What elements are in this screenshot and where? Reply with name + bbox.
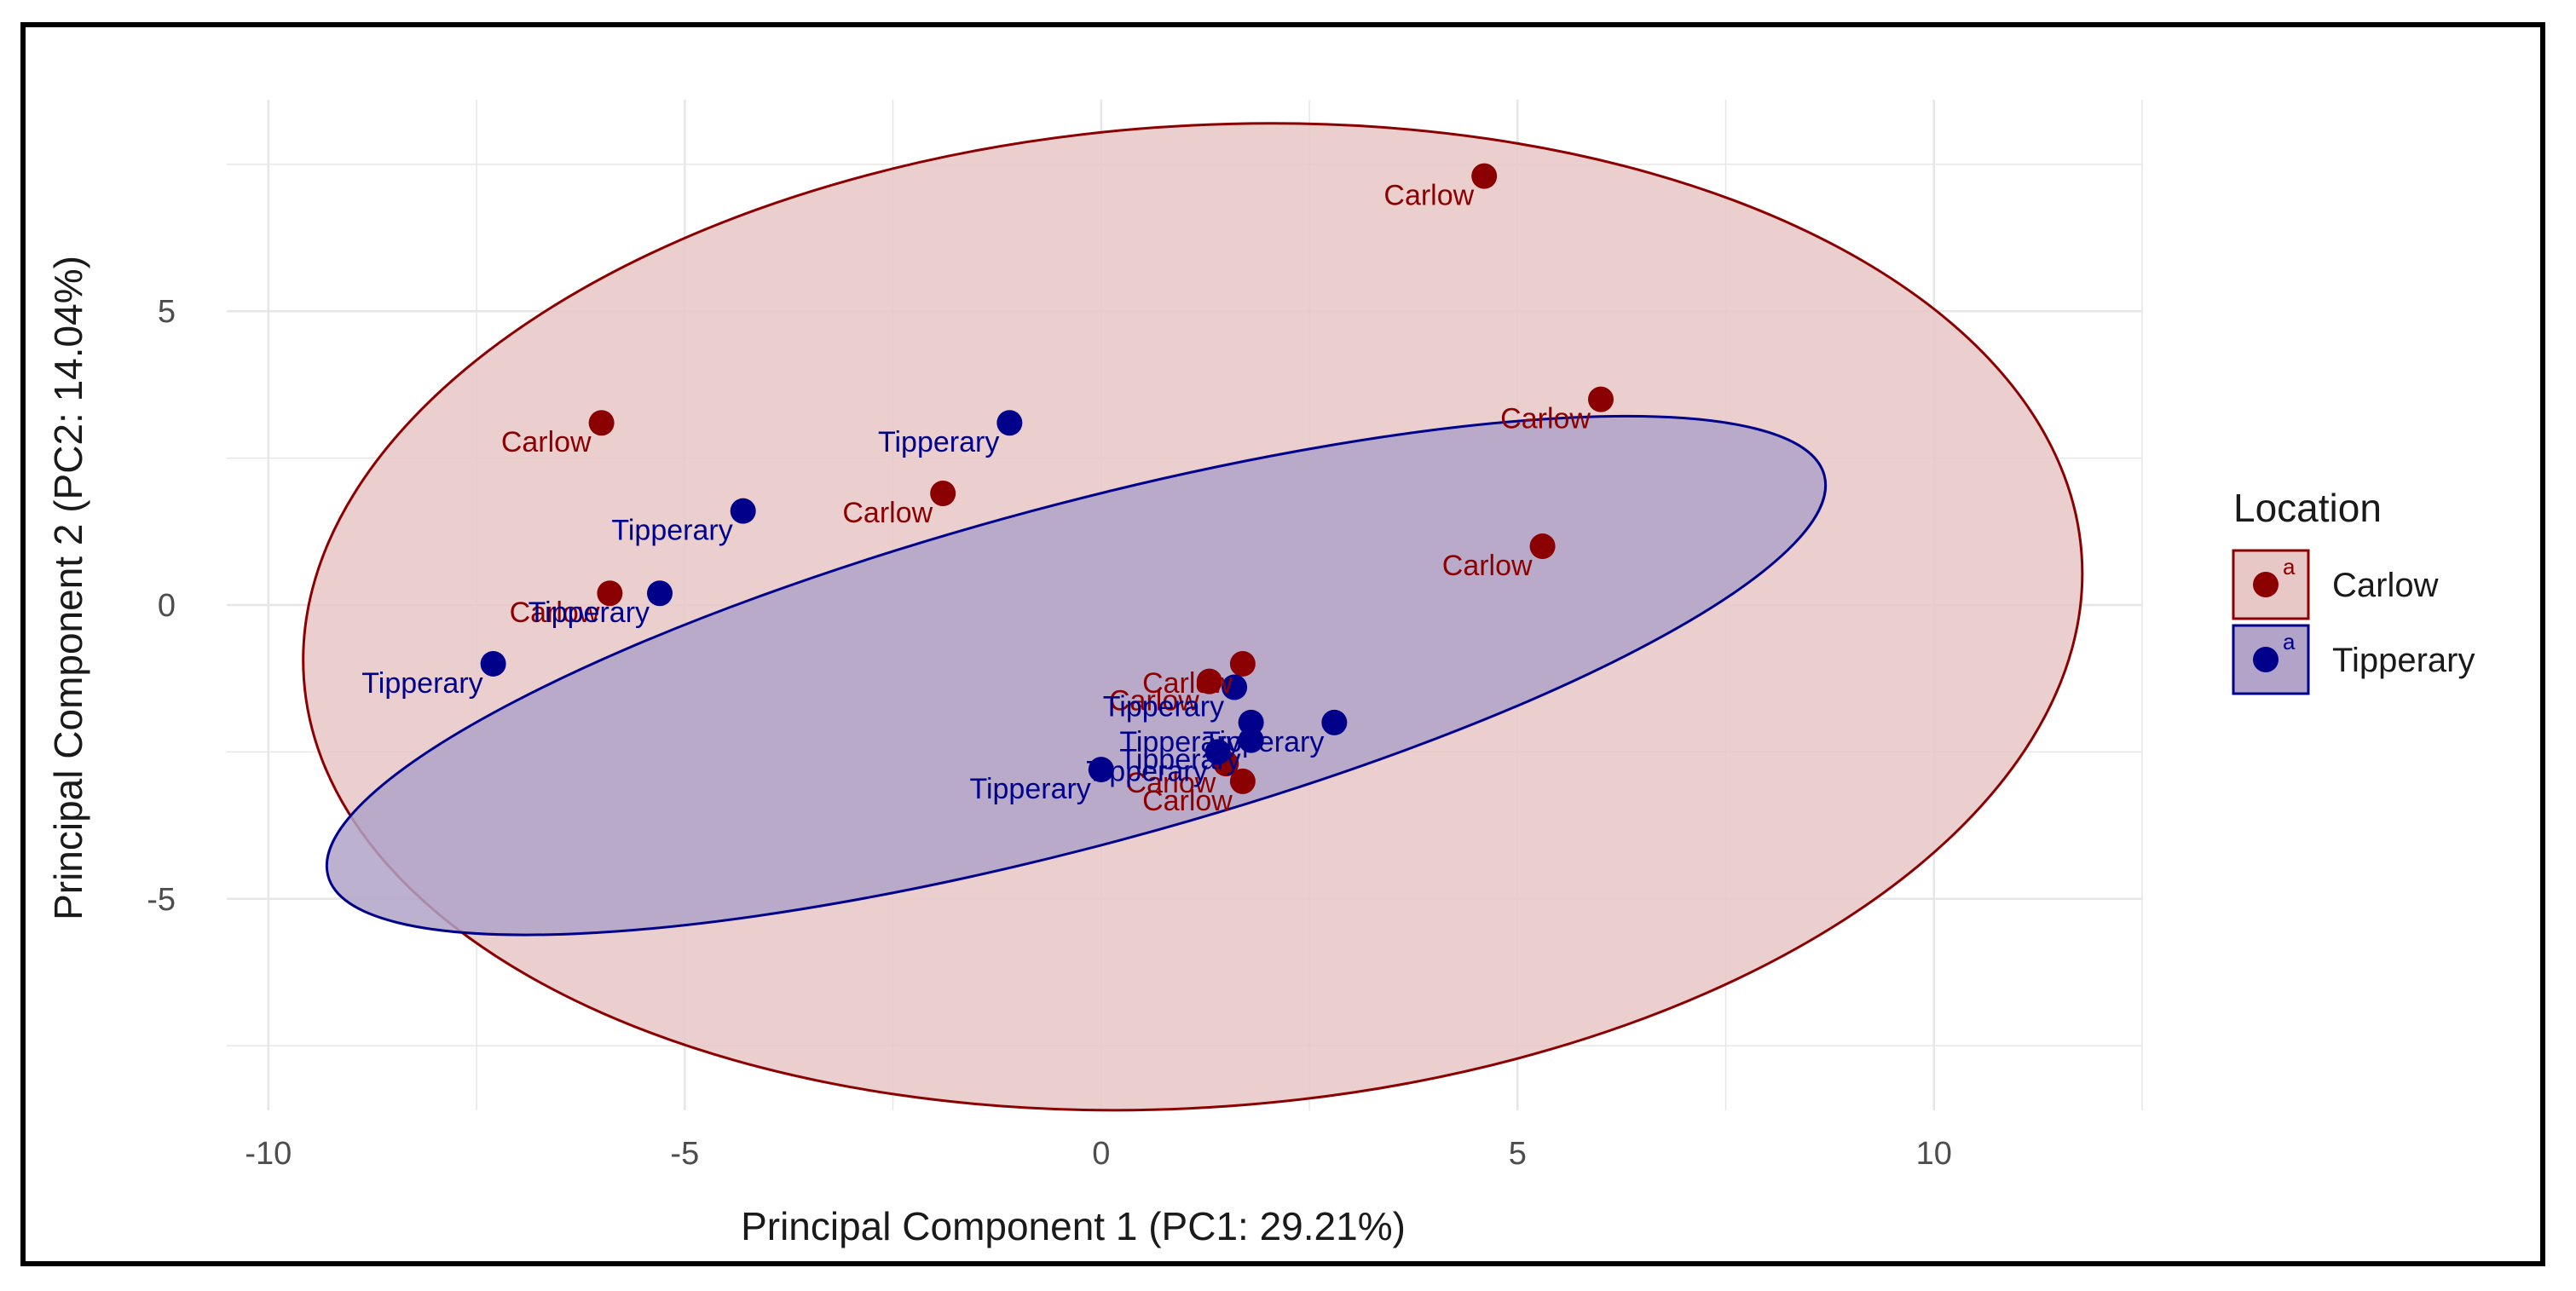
carlow-point bbox=[1471, 163, 1498, 189]
carlow-point bbox=[1196, 668, 1222, 694]
carlow-point bbox=[588, 410, 615, 436]
legend-key-dot-tipperary bbox=[2253, 647, 2279, 672]
x-tick-label: -5 bbox=[670, 1136, 699, 1172]
legend-key-dot-carlow bbox=[2253, 572, 2279, 597]
carlow-point-label: Carlow bbox=[1109, 685, 1199, 718]
tipperary-point-label: Tipperary bbox=[1119, 726, 1240, 758]
tipperary-point bbox=[480, 650, 506, 677]
tipperary-point bbox=[1222, 674, 1248, 700]
carlow-point-label: Carlow bbox=[1142, 785, 1233, 817]
x-tick-label: 10 bbox=[1916, 1136, 1952, 1172]
y-axis-title: Principal Component 2 (PC2: 14.04%) bbox=[46, 256, 90, 920]
tick-labels: -10 -5 0 5 10 -5 0 5 bbox=[147, 294, 1952, 1172]
figure-frame: Carlow Carlow Carlow Carlow Carlow Carlow Carl… bbox=[20, 22, 2545, 1266]
x-tick-label: 0 bbox=[1092, 1136, 1110, 1172]
legend-key-glyph: a bbox=[2283, 629, 2296, 654]
legend-label-carlow: Carlow bbox=[2332, 567, 2439, 604]
tipperary-ellipse bbox=[325, 414, 1828, 937]
tipperary-point bbox=[1204, 739, 1231, 765]
carlow-point-label: Carlow bbox=[842, 497, 933, 529]
carlow-point bbox=[1229, 768, 1256, 794]
carlow-point-label: Carlow bbox=[1383, 180, 1474, 212]
tipperary-point bbox=[1321, 709, 1348, 735]
point-labels: CarlowCarlowCarlowCarlowCarlowCarlowCarl… bbox=[361, 180, 1591, 817]
carlow-point-label: Carlow bbox=[1500, 403, 1591, 435]
carlow-point-label: Carlow bbox=[1142, 667, 1233, 700]
legend-label-tipperary: Tipperary bbox=[2332, 642, 2475, 679]
carlow-point bbox=[1587, 386, 1614, 412]
carlow-point bbox=[930, 480, 956, 506]
carlow-point bbox=[1229, 650, 1256, 677]
tipperary-point-label: Tipperary bbox=[528, 597, 650, 629]
tipperary-point-label: Tipperary bbox=[611, 515, 732, 547]
carlow-point-label: Carlow bbox=[510, 597, 600, 629]
x-tick-label: 5 bbox=[1509, 1136, 1527, 1172]
confidence-ellipses bbox=[302, 122, 2084, 1112]
legend: Location a Carlow a Tipperary bbox=[2232, 486, 2475, 695]
tipperary-point bbox=[730, 498, 756, 524]
tipperary-point bbox=[647, 580, 673, 607]
tipperary-point-label: Tipperary bbox=[1203, 726, 1324, 758]
x-axis-title: Principal Component 1 (PC1: 29.21%) bbox=[741, 1204, 1406, 1248]
tipperary-point-label: Tipperary bbox=[878, 426, 999, 458]
tipperary-point bbox=[1238, 709, 1264, 735]
legend-key-carlow bbox=[2232, 549, 2310, 620]
y-tick-label: 5 bbox=[158, 294, 176, 330]
tipperary-point bbox=[996, 410, 1023, 436]
carlow-point-label: Carlow bbox=[1126, 767, 1216, 799]
tipperary-point bbox=[1238, 727, 1264, 753]
y-tick-label: 0 bbox=[158, 588, 176, 624]
x-tick-label: -10 bbox=[245, 1136, 292, 1172]
carlow-point-label: Carlow bbox=[501, 426, 592, 458]
tipperary-point-label: Tipperary bbox=[1119, 744, 1240, 776]
legend-key-glyph: a bbox=[2283, 554, 2296, 579]
tipperary-point-label: Tipperary bbox=[361, 667, 482, 700]
tipperary-point-label: Tipperary bbox=[969, 773, 1090, 805]
carlow-point-label: Carlow bbox=[1442, 550, 1533, 582]
pca-scatter-chart: CarlowCarlowCarlowCarlowCarlowCarlowCarl… bbox=[46, 100, 2475, 1248]
carlow-point bbox=[597, 580, 623, 607]
tipperary-point-label: Tipperary bbox=[1103, 691, 1224, 723]
carlow-point bbox=[1529, 533, 1556, 560]
legend-title: Location bbox=[2233, 486, 2382, 530]
tipperary-point-label: Tipperary bbox=[1086, 755, 1207, 787]
y-tick-label: -5 bbox=[147, 882, 176, 918]
data-points bbox=[480, 163, 1614, 794]
tipperary-point bbox=[1088, 757, 1114, 783]
